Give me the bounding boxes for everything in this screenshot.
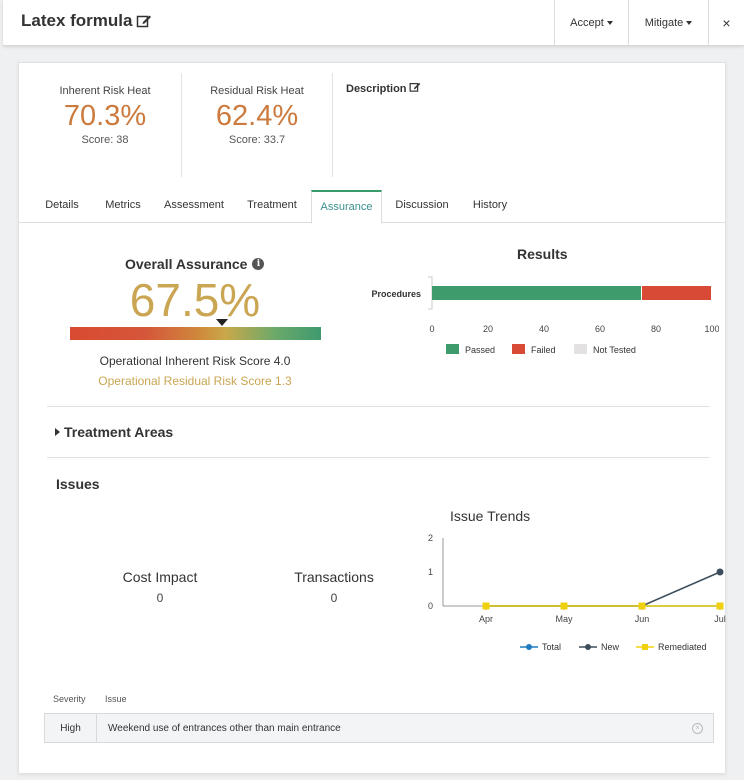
results-chart: Procedures 0 20 40 60 80 100 Passed Failed Not Te… bbox=[371, 276, 719, 355]
axis-bracket bbox=[428, 276, 433, 310]
issue-column-header: Issue bbox=[105, 694, 127, 704]
residual-risk-score: Score: 33.7 bbox=[228, 134, 286, 146]
inherent-risk-heat-label: Inherent Risk Heat bbox=[59, 85, 151, 97]
category-label: Procedures bbox=[371, 289, 421, 299]
description-heading: Description bbox=[346, 81, 421, 96]
table-row[interactable]: High Weekend use of entrances other than… bbox=[44, 713, 714, 743]
inherent-risk-heat: Inherent Risk Heat 70.3% Score: 38 bbox=[45, 85, 165, 146]
gauge-marker-icon bbox=[216, 319, 228, 326]
top-bar: Latex formula Accept Mitigate × bbox=[3, 0, 744, 46]
issues-heading: Issues bbox=[56, 476, 100, 492]
data-point bbox=[716, 568, 724, 576]
caret-right-icon bbox=[55, 428, 60, 436]
issue-trends-chart: 0 1 2 Apr May Jun Jul Total New Remediated bbox=[428, 533, 726, 652]
remove-circle-icon[interactable]: × bbox=[692, 722, 703, 734]
severity-cell: High bbox=[45, 714, 97, 742]
edit-icon[interactable] bbox=[136, 13, 152, 29]
close-button[interactable]: × bbox=[708, 0, 744, 45]
x-tick-label: 0 bbox=[429, 324, 434, 334]
operational-residual-score: Operational Residual Risk Score 1.3 bbox=[98, 374, 292, 388]
divider bbox=[47, 457, 710, 458]
edit-description-icon[interactable] bbox=[409, 81, 421, 96]
transactions-value: 0 bbox=[330, 591, 338, 605]
legend-swatch bbox=[574, 344, 587, 354]
cost-impact-value: 0 bbox=[156, 591, 164, 605]
mitigate-button[interactable]: Mitigate bbox=[628, 0, 708, 45]
cost-impact: Cost Impact 0 bbox=[90, 569, 230, 605]
x-tick-label: Jul bbox=[714, 614, 726, 624]
transactions-label: Transactions bbox=[294, 569, 374, 585]
info-icon[interactable]: i bbox=[252, 258, 265, 270]
close-icon: × bbox=[722, 14, 731, 31]
accept-label: Accept bbox=[570, 16, 604, 29]
issue-cell: Weekend use of entrances other than main… bbox=[108, 722, 341, 734]
x-tick-label: 100 bbox=[704, 324, 719, 334]
data-point bbox=[482, 602, 490, 610]
issue-trends-title: Issue Trends bbox=[450, 508, 531, 524]
series-line-new bbox=[486, 571, 721, 607]
legend-marker bbox=[526, 644, 532, 650]
page-title: Latex formula bbox=[21, 11, 152, 31]
legend-swatch bbox=[512, 344, 525, 354]
overall-assurance-title: Overall Assurance i bbox=[125, 256, 265, 272]
accept-button[interactable]: Accept bbox=[554, 0, 628, 45]
caret-down-icon bbox=[686, 20, 693, 25]
bar-failed bbox=[642, 286, 711, 300]
tab-details[interactable]: Details bbox=[45, 199, 79, 211]
tab-bar: Details Metrics Assessment Treatment Ass… bbox=[19, 190, 725, 224]
description-label: Description bbox=[346, 82, 407, 95]
page-title-text: Latex formula bbox=[21, 11, 133, 30]
data-point bbox=[560, 602, 568, 610]
legend-marker bbox=[642, 644, 648, 650]
x-tick-label: 60 bbox=[595, 324, 605, 334]
cost-impact-label: Cost Impact bbox=[122, 569, 198, 585]
residual-risk-heat: Residual Risk Heat 62.4% Score: 33.7 bbox=[197, 85, 317, 146]
y-tick-label: 0 bbox=[428, 601, 433, 611]
assurance-gauge bbox=[70, 327, 321, 340]
legend-label: Remediated bbox=[658, 642, 707, 652]
operational-inherent-score: Operational Inherent Risk Score 4.0 bbox=[99, 354, 291, 368]
transactions: Transactions 0 bbox=[264, 569, 404, 605]
residual-risk-heat-label: Residual Risk Heat bbox=[210, 85, 304, 97]
tab-history[interactable]: History bbox=[472, 199, 508, 211]
divider bbox=[181, 73, 182, 177]
divider bbox=[332, 73, 333, 177]
legend-swatch bbox=[446, 344, 459, 354]
x-tick-label: 40 bbox=[539, 324, 549, 334]
results-title: Results bbox=[517, 246, 568, 262]
risk-card: Inherent Risk Heat 70.3% Score: 38 Resid… bbox=[18, 62, 726, 774]
legend-label: New bbox=[601, 642, 620, 652]
legend-label: Failed bbox=[531, 345, 556, 355]
legend-label: Passed bbox=[465, 345, 495, 355]
bar-passed bbox=[432, 286, 641, 300]
x-tick-label: Jun bbox=[635, 614, 650, 624]
overall-assurance-label: Overall Assurance bbox=[125, 256, 248, 272]
treatment-areas-toggle[interactable]: Treatment Areas bbox=[55, 424, 173, 440]
y-tick-label: 1 bbox=[428, 567, 433, 577]
treatment-areas-label: Treatment Areas bbox=[64, 424, 174, 440]
legend-label: Total bbox=[542, 642, 561, 652]
residual-risk-heat-value: 62.4% bbox=[215, 100, 299, 132]
tab-metrics[interactable]: Metrics bbox=[105, 199, 141, 211]
divider bbox=[47, 406, 710, 407]
tab-treatment[interactable]: Treatment bbox=[247, 199, 297, 211]
data-point bbox=[638, 602, 646, 610]
mitigate-label: Mitigate bbox=[644, 16, 684, 29]
severity-column-header: Severity bbox=[53, 694, 86, 704]
tab-discussion[interactable]: Discussion bbox=[395, 199, 449, 211]
data-point bbox=[716, 602, 724, 610]
x-tick-label: May bbox=[555, 614, 573, 624]
tab-assessment[interactable]: Assessment bbox=[164, 199, 224, 211]
x-tick-label: 80 bbox=[651, 324, 661, 334]
y-tick-label: 2 bbox=[428, 533, 433, 543]
x-tick-label: Apr bbox=[479, 614, 493, 624]
overall-assurance-value: 67.5% bbox=[129, 274, 261, 326]
legend-label: Not Tested bbox=[593, 345, 636, 355]
caret-down-icon bbox=[606, 20, 613, 25]
inherent-risk-heat-value: 70.3% bbox=[63, 100, 147, 132]
inherent-risk-score: Score: 38 bbox=[81, 134, 129, 146]
x-tick-label: 20 bbox=[483, 324, 493, 334]
legend-marker bbox=[585, 644, 591, 650]
tab-assurance[interactable]: Assurance bbox=[311, 190, 382, 224]
